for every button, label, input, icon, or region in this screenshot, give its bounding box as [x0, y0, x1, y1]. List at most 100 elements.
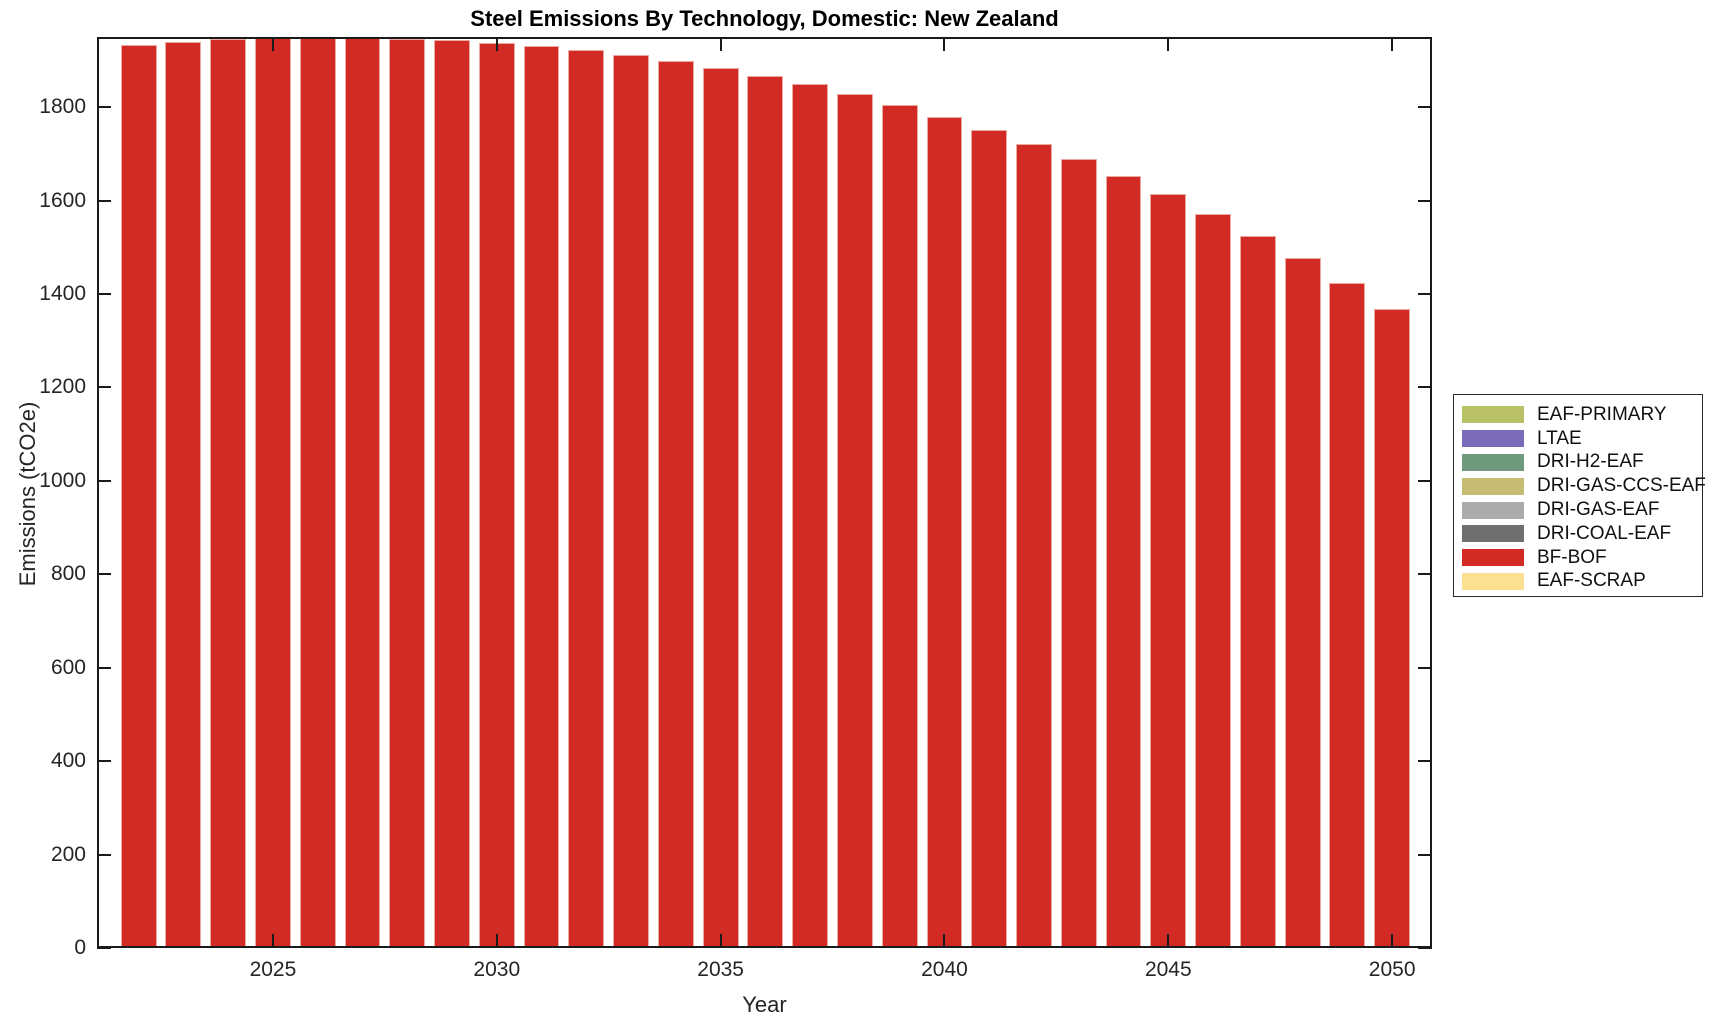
- bar-bf-bof-2023: [165, 41, 202, 948]
- legend-swatch-ltae: [1462, 430, 1524, 448]
- legend-swatch-dri-h2-eaf: [1462, 453, 1524, 471]
- x-tick-label-2035: 2035: [697, 958, 744, 981]
- legend-swatch-dri-gas-eaf: [1462, 501, 1524, 519]
- legend-item-bf-bof: BF-BOF: [1454, 546, 1702, 570]
- chart-title: Steel Emissions By Technology, Domestic:…: [470, 6, 1059, 31]
- legend-swatch-bf-bof: [1462, 549, 1524, 567]
- legend-item-ltae: LTAE: [1454, 427, 1702, 451]
- x-tick-label-2025: 2025: [249, 958, 297, 981]
- legend-swatch-dri-coal-eaf: [1462, 525, 1524, 543]
- y-tick-left-800: [97, 573, 111, 576]
- legend-item-eaf-scrap: EAF-SCRAP: [1454, 570, 1702, 594]
- bar-bf-bof-2038: [837, 94, 873, 948]
- y-tick-label-200: 200: [50, 842, 86, 866]
- x-tick-top-2035: [719, 37, 722, 51]
- bar-bf-bof-2047: [1239, 235, 1276, 948]
- legend-box: EAF-PRIMARY LTAE DRI-H2-EAF DRI-GAS-CCS-EAF…: [1453, 394, 1706, 597]
- x-tick-top-2045: [1167, 37, 1170, 51]
- x-tick-bottom-2030: [495, 934, 498, 948]
- plot-area: [97, 37, 1432, 949]
- legend-item-dri-gas-ccs-eaf: DRI-GAS-CCS-EAF: [1454, 474, 1706, 498]
- bar-bf-bof-2048: [1284, 258, 1321, 948]
- legend-item-eaf-primary: EAF-PRIMARY: [1454, 403, 1702, 427]
- bar-bf-bof-2039: [881, 104, 918, 948]
- y-tick-label-400: 400: [50, 749, 86, 773]
- legend-swatch-eaf-primary: [1462, 406, 1524, 424]
- bar-bf-bof-2024: [210, 39, 247, 948]
- legend-swatch-dri-gas-ccs-eaf: [1462, 477, 1524, 495]
- y-tick-right-200: [1418, 853, 1432, 856]
- bar-bf-bof-2027: [344, 37, 381, 948]
- x-tick-label-2030: 2030: [473, 958, 521, 981]
- legend-label-dri-gas-ccs-eaf: DRI-GAS-CCS-EAF: [1537, 475, 1706, 497]
- bar-bf-bof-2032: [568, 50, 605, 948]
- y-tick-left-1400: [97, 292, 111, 295]
- legend-label-ltae: LTAE: [1537, 427, 1582, 449]
- y-tick-left-400: [97, 760, 111, 763]
- y-tick-right-1000: [1418, 479, 1432, 482]
- y-tick-right-1600: [1418, 199, 1432, 202]
- y-tick-left-1800: [97, 106, 111, 109]
- y-tick-label-0: 0: [74, 936, 86, 959]
- x-axis-label: Year: [742, 992, 787, 1017]
- bar-bf-bof-2022: [120, 45, 157, 948]
- bar-bf-bof-2034: [657, 60, 694, 948]
- bar-bf-bof-2050: [1374, 309, 1411, 948]
- bar-bf-bof-2044: [1105, 176, 1142, 948]
- x-tick-top-2025: [271, 37, 274, 51]
- legend-item-dri-gas-eaf: DRI-GAS-EAF: [1454, 498, 1702, 522]
- bar-bf-bof-2035: [702, 67, 739, 948]
- x-tick-label-2045: 2045: [1144, 958, 1192, 981]
- bar-bf-bof-2028: [389, 38, 426, 948]
- x-tick-label-2050: 2050: [1368, 958, 1416, 981]
- y-tick-label-1600: 1600: [39, 188, 86, 212]
- bar-bf-bof-2042: [1016, 143, 1052, 948]
- y-tick-left-1200: [97, 386, 111, 389]
- x-tick-bottom-2035: [719, 934, 722, 948]
- y-tick-label-1800: 1800: [39, 95, 86, 119]
- bar-bf-bof-2045: [1150, 194, 1187, 948]
- bar-bf-bof-2040: [926, 116, 963, 948]
- bar-bf-bof-2030: [478, 42, 515, 948]
- x-tick-bottom-2050: [1391, 934, 1394, 948]
- legend-item-dri-coal-eaf: DRI-COAL-EAF: [1454, 522, 1702, 546]
- y-tick-right-0: [1418, 947, 1432, 949]
- legend-label-eaf-scrap: EAF-SCRAP: [1537, 570, 1646, 592]
- legend-label-eaf-primary: EAF-PRIMARY: [1537, 403, 1667, 425]
- bar-bf-bof-2036: [747, 75, 784, 948]
- x-tick-bottom-2025: [271, 934, 274, 948]
- y-tick-left-600: [97, 666, 111, 669]
- y-tick-label-1400: 1400: [39, 281, 86, 305]
- x-tick-top-2030: [495, 37, 498, 51]
- y-axis-label: Emissions (tCO2e): [15, 401, 40, 587]
- y-tick-label-600: 600: [50, 655, 86, 679]
- legend-label-dri-gas-eaf: DRI-GAS-EAF: [1537, 499, 1660, 521]
- y-tick-left-0: [97, 947, 111, 949]
- y-tick-label-1200: 1200: [39, 375, 86, 399]
- bar-bf-bof-2026: [299, 37, 336, 948]
- x-tick-top-2050: [1391, 37, 1394, 51]
- x-tick-bottom-2045: [1167, 934, 1170, 948]
- bar-bf-bof-2033: [613, 55, 649, 948]
- legend-item-dri-h2-eaf: DRI-H2-EAF: [1454, 451, 1702, 475]
- y-tick-right-1200: [1418, 386, 1432, 389]
- y-tick-right-400: [1418, 760, 1432, 763]
- bar-bf-bof-2037: [792, 84, 829, 948]
- legend-label-bf-bof: BF-BOF: [1537, 546, 1607, 568]
- y-tick-right-800: [1418, 573, 1432, 576]
- x-tick-top-2040: [943, 37, 946, 51]
- bar-bf-bof-2025: [255, 37, 291, 948]
- y-tick-left-1600: [97, 199, 111, 202]
- y-tick-right-1400: [1418, 292, 1432, 295]
- bar-bf-bof-2031: [523, 45, 560, 948]
- bar-bf-bof-2049: [1329, 283, 1366, 948]
- y-tick-right-600: [1418, 666, 1432, 669]
- bar-bf-bof-2043: [1060, 159, 1097, 948]
- bar-bf-bof-2046: [1195, 214, 1231, 948]
- y-tick-left-1000: [97, 479, 111, 482]
- legend-label-dri-h2-eaf: DRI-H2-EAF: [1537, 451, 1644, 473]
- y-tick-right-1800: [1418, 106, 1432, 109]
- legend-label-dri-coal-eaf: DRI-COAL-EAF: [1537, 522, 1672, 544]
- y-tick-label-800: 800: [50, 562, 86, 586]
